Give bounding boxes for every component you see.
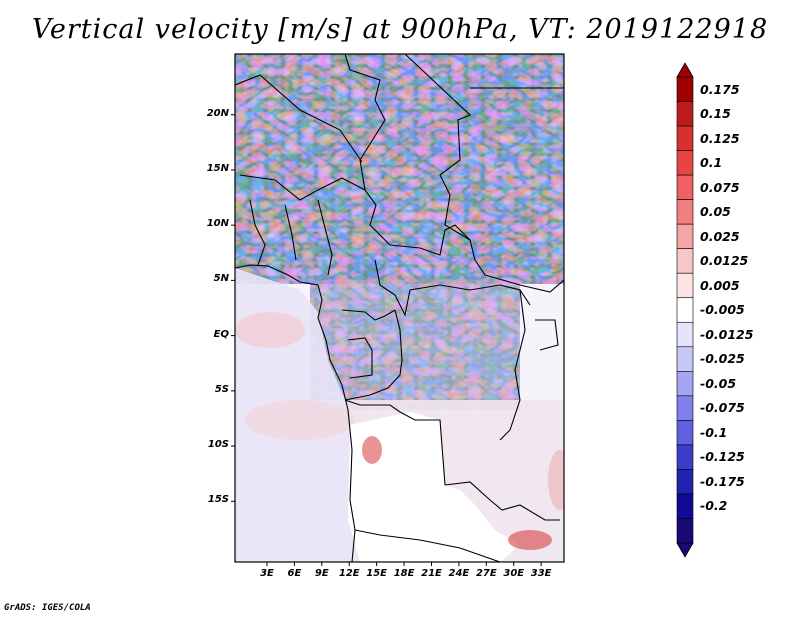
colorbar-swatch	[676, 76, 694, 102]
lon-label: 24E	[448, 568, 470, 579]
lat-label: 10S	[207, 439, 229, 451]
lon-label: 15E	[366, 568, 388, 579]
colorbar-label: 0.005	[700, 277, 740, 293]
lon-label: 3E	[260, 568, 274, 579]
colorbar	[676, 62, 694, 558]
colorbar-label: 0.075	[700, 179, 740, 195]
axis-ticks	[231, 114, 542, 566]
colorbar-label: -0.075	[700, 400, 745, 416]
colorbar-swatch	[676, 125, 694, 151]
colorbar-swatch	[676, 518, 694, 544]
lat-label: 15S	[207, 494, 229, 506]
colorbar-label: -0.05	[700, 375, 737, 391]
colorbar-label: -0.1	[700, 424, 728, 440]
colorbar-swatch	[676, 174, 694, 200]
lat-label: EQ	[213, 328, 229, 340]
lon-label: 12E	[338, 568, 360, 579]
colorbar-swatch	[676, 321, 694, 348]
colorbar-label: 0.0125	[700, 253, 749, 269]
colorbar-swatch	[676, 371, 694, 397]
grads-credit: GrADS: IGES/COLA	[4, 603, 91, 613]
colorbar-swatch	[676, 346, 694, 372]
country-boundaries	[235, 54, 564, 562]
lon-label: 6E	[287, 568, 302, 579]
colorbar-swatch	[676, 101, 694, 127]
lat-label: 20N	[206, 107, 229, 119]
lon-label: 30E	[503, 568, 525, 579]
colorbar-swatch	[676, 248, 694, 274]
colorbar-label: 0.175	[700, 81, 740, 97]
vertical-velocity-field	[235, 54, 564, 562]
colorbar-label: -0.125	[700, 449, 745, 465]
map-frame	[234, 53, 565, 563]
lat-label: 15N	[206, 162, 229, 174]
colorbar-min-arrow	[676, 542, 694, 558]
map-title: Vertical velocity [m/s] at 900hPa, VT: 2…	[31, 14, 769, 45]
colorbar-swatch	[676, 272, 694, 299]
lon-label: 18E	[393, 568, 415, 579]
lon-label: 33E	[530, 568, 552, 579]
colorbar-swatch	[676, 444, 694, 470]
colorbar-label: -0.025	[700, 351, 745, 367]
colorbar-max-arrow	[676, 62, 694, 78]
colorbar-label: 0.1	[700, 155, 723, 171]
lat-label: 5N	[213, 273, 229, 285]
colorbar-swatch	[676, 420, 694, 446]
colorbar-swatch	[676, 493, 694, 519]
colorbar-swatch	[676, 150, 694, 176]
colorbar-swatch	[676, 199, 694, 225]
colorbar-label: 0.025	[700, 228, 740, 244]
colorbar-swatch	[676, 395, 694, 421]
colorbar-label: 0.05	[700, 204, 731, 220]
colorbar-label: 0.15	[700, 106, 731, 122]
lon-label: 21E	[421, 568, 442, 579]
colorbar-label: -0.2	[700, 498, 728, 514]
colorbar-label: -0.0125	[700, 326, 754, 342]
colorbar-label: 0.125	[700, 130, 740, 146]
colorbar-swatch	[676, 469, 694, 495]
colorbar-swatch	[676, 297, 694, 323]
lat-label: 5S	[214, 383, 229, 395]
colorbar-label: -0.005	[700, 302, 745, 318]
lat-label: 10N	[206, 218, 229, 230]
colorbar-swatch	[676, 223, 694, 249]
colorbar-label: -0.175	[700, 473, 745, 489]
lon-label: 27E	[475, 568, 497, 579]
lon-label: 9E	[314, 568, 329, 579]
